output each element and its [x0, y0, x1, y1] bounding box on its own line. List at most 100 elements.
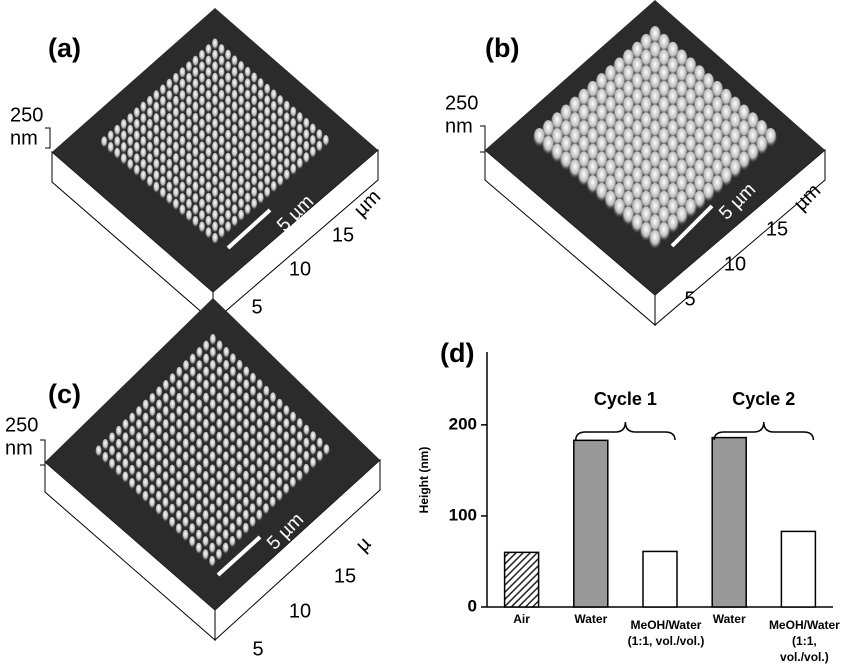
pillar — [156, 439, 162, 451]
pillar — [212, 84, 218, 96]
pillar — [192, 56, 198, 68]
pillar — [250, 425, 256, 437]
pillar — [244, 113, 250, 125]
pillar — [210, 373, 216, 385]
pillar — [303, 129, 309, 141]
pillar — [231, 113, 237, 125]
pillar — [179, 205, 185, 217]
pillar — [270, 181, 276, 193]
pillar — [257, 181, 263, 193]
pillar — [203, 341, 209, 353]
pillar — [196, 399, 202, 411]
y-tick-label: 100 — [449, 505, 477, 524]
pillar — [203, 380, 209, 392]
pillar — [216, 510, 222, 522]
pillar — [203, 484, 209, 496]
pillar — [186, 199, 192, 211]
pillar — [189, 406, 195, 418]
pillar — [230, 380, 236, 392]
pillar — [176, 406, 182, 418]
pillar — [212, 221, 218, 233]
pillar — [122, 432, 128, 444]
pillar — [199, 119, 205, 131]
pillar — [114, 136, 120, 148]
pillar — [166, 170, 172, 182]
pillar — [140, 102, 146, 114]
pillar — [264, 153, 270, 165]
pillar — [264, 107, 270, 119]
pillar — [296, 470, 302, 482]
pillar — [310, 147, 316, 159]
pillar — [276, 451, 282, 463]
pillar — [649, 230, 661, 250]
pillar — [244, 170, 250, 182]
pillar — [225, 221, 231, 233]
pillar — [249, 516, 255, 528]
pillar — [156, 387, 162, 399]
axis-tick-label: 10 — [289, 600, 311, 622]
pillar — [209, 491, 215, 503]
pillar — [209, 451, 215, 463]
pillar — [199, 84, 205, 96]
pillar — [169, 386, 175, 398]
pillar — [156, 426, 162, 438]
pillar — [196, 478, 202, 490]
pillar — [210, 360, 216, 372]
pillar — [192, 216, 198, 228]
pillar — [270, 458, 276, 470]
pillar — [189, 536, 195, 548]
pillar — [277, 152, 283, 164]
pillar — [107, 131, 113, 143]
bar — [643, 551, 677, 607]
height-bracket — [45, 128, 50, 148]
pillar — [182, 530, 188, 542]
pillar — [283, 484, 289, 496]
pillar — [147, 107, 153, 119]
pillar — [121, 142, 127, 154]
pillar — [225, 61, 231, 73]
pillar — [270, 170, 276, 182]
pillar — [257, 193, 263, 205]
pillar — [134, 130, 140, 142]
pillar — [205, 147, 211, 159]
pillar — [290, 412, 296, 424]
pillar — [212, 130, 218, 142]
pillar — [153, 113, 159, 125]
pillar — [303, 425, 309, 437]
pillar — [244, 158, 250, 170]
pillar — [169, 373, 175, 385]
pillar — [225, 50, 231, 62]
pillar — [203, 458, 209, 470]
pillar — [127, 159, 133, 171]
pillar — [218, 56, 224, 68]
pillar — [192, 136, 198, 148]
pillar — [203, 445, 209, 457]
pillar — [153, 136, 159, 148]
pillar — [199, 141, 205, 153]
pillar — [192, 67, 198, 79]
pillar — [284, 158, 290, 170]
pillar — [256, 510, 262, 522]
pillar — [147, 165, 153, 177]
pillar — [277, 164, 283, 176]
pillar — [231, 170, 237, 182]
pillar — [109, 445, 115, 457]
pillar — [196, 491, 202, 503]
pillar — [223, 373, 229, 385]
pillar — [209, 517, 215, 529]
pillar — [127, 148, 133, 160]
pillar — [209, 530, 215, 542]
pillar — [230, 353, 236, 365]
pillar — [264, 187, 270, 199]
pillar — [277, 107, 283, 119]
pillar — [160, 176, 166, 188]
pillar — [249, 464, 255, 476]
pillar — [243, 393, 249, 405]
pillar — [264, 164, 270, 176]
pillar — [149, 458, 155, 470]
pillar — [218, 44, 224, 56]
pillar — [310, 444, 316, 456]
bar — [574, 440, 608, 607]
pillar — [229, 510, 235, 522]
pillar — [147, 176, 153, 188]
